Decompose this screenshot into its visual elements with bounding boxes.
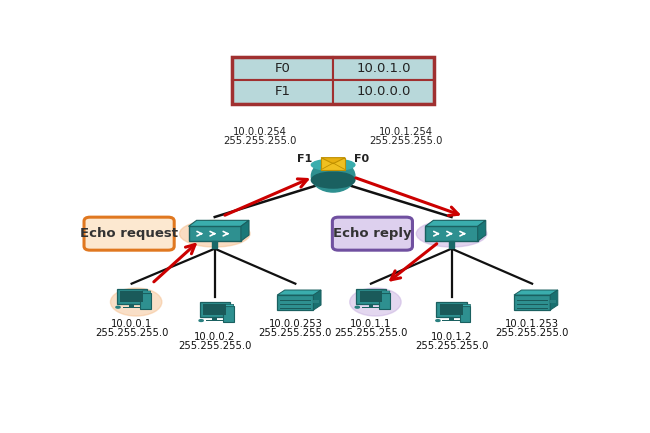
Ellipse shape	[111, 288, 162, 316]
Polygon shape	[551, 290, 558, 310]
Bar	[203, 304, 226, 315]
Ellipse shape	[311, 159, 355, 171]
Text: F0: F0	[275, 62, 291, 75]
Polygon shape	[241, 220, 249, 241]
Bar	[369, 304, 373, 307]
Text: F1: F1	[296, 154, 312, 164]
Bar	[425, 226, 478, 241]
Ellipse shape	[416, 220, 487, 247]
Bar	[333, 57, 434, 80]
Text: 10.0.1.253: 10.0.1.253	[505, 319, 559, 329]
Bar	[362, 307, 380, 308]
Text: 255.255.255.0: 255.255.255.0	[415, 341, 488, 351]
Bar	[205, 320, 224, 321]
Bar	[551, 300, 556, 303]
Bar	[233, 57, 434, 103]
Polygon shape	[223, 304, 233, 307]
Text: 255.255.255.0: 255.255.255.0	[95, 328, 168, 338]
Bar	[223, 307, 233, 322]
Bar	[213, 317, 217, 320]
Bar	[116, 288, 147, 304]
FancyBboxPatch shape	[332, 217, 413, 250]
Text: 255.255.255.0: 255.255.255.0	[334, 328, 408, 338]
Polygon shape	[460, 304, 471, 307]
Text: 255.255.255.0: 255.255.255.0	[259, 328, 332, 338]
Bar	[120, 291, 143, 301]
Text: 255.255.255.0: 255.255.255.0	[178, 341, 252, 351]
Ellipse shape	[311, 172, 355, 188]
Text: 10.0.1.2: 10.0.1.2	[431, 332, 472, 342]
Bar	[140, 293, 151, 309]
Bar	[213, 241, 217, 249]
Bar	[359, 291, 382, 301]
Bar	[440, 304, 463, 315]
Bar	[356, 288, 386, 304]
Ellipse shape	[350, 288, 401, 316]
Text: 255.255.255.0: 255.255.255.0	[369, 136, 443, 146]
Bar	[123, 307, 140, 308]
Polygon shape	[379, 291, 390, 293]
Bar	[443, 320, 461, 321]
Bar	[277, 295, 313, 310]
Text: F0: F0	[354, 154, 369, 164]
Polygon shape	[514, 290, 558, 295]
Ellipse shape	[355, 306, 359, 308]
Ellipse shape	[311, 160, 355, 192]
Polygon shape	[321, 158, 345, 164]
Bar	[233, 57, 333, 80]
Polygon shape	[277, 290, 321, 295]
Bar	[449, 241, 454, 249]
Polygon shape	[478, 220, 486, 241]
Ellipse shape	[436, 320, 440, 321]
Text: 10.0.1.0: 10.0.1.0	[356, 62, 411, 75]
Polygon shape	[313, 290, 321, 310]
Bar	[321, 158, 345, 170]
Ellipse shape	[179, 220, 250, 247]
Text: 10.0.0.0: 10.0.0.0	[356, 85, 411, 98]
Text: F1: F1	[275, 85, 291, 98]
Bar	[379, 293, 390, 309]
Text: 10.0.1.254: 10.0.1.254	[379, 127, 433, 137]
Text: Echo reply: Echo reply	[333, 227, 411, 240]
Ellipse shape	[199, 320, 203, 321]
Polygon shape	[425, 220, 486, 226]
Bar	[129, 304, 134, 307]
Text: 255.255.255.0: 255.255.255.0	[224, 136, 297, 146]
Bar	[233, 80, 333, 103]
Text: 10.0.0.2: 10.0.0.2	[194, 332, 235, 342]
Polygon shape	[140, 291, 151, 293]
FancyBboxPatch shape	[84, 217, 174, 250]
Text: 10.0.1.1: 10.0.1.1	[350, 319, 391, 329]
Text: 255.255.255.0: 255.255.255.0	[495, 328, 569, 338]
Bar	[313, 300, 318, 303]
Text: 10.0.0.254: 10.0.0.254	[233, 127, 287, 137]
Bar	[460, 307, 471, 322]
Bar	[188, 226, 241, 241]
Text: Echo request: Echo request	[80, 227, 178, 240]
Polygon shape	[188, 220, 249, 226]
Bar	[436, 302, 467, 317]
Bar	[514, 295, 551, 310]
Text: 10.0.0.1: 10.0.0.1	[111, 319, 152, 329]
Text: 10.0.0.253: 10.0.0.253	[268, 319, 322, 329]
Bar	[449, 317, 454, 320]
Ellipse shape	[116, 306, 120, 308]
Bar	[333, 80, 434, 103]
Bar	[200, 302, 230, 317]
